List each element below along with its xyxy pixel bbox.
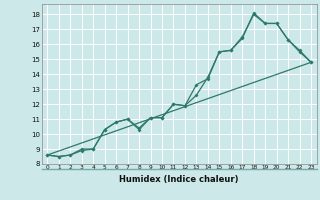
X-axis label: Humidex (Indice chaleur): Humidex (Indice chaleur) [119, 175, 239, 184]
